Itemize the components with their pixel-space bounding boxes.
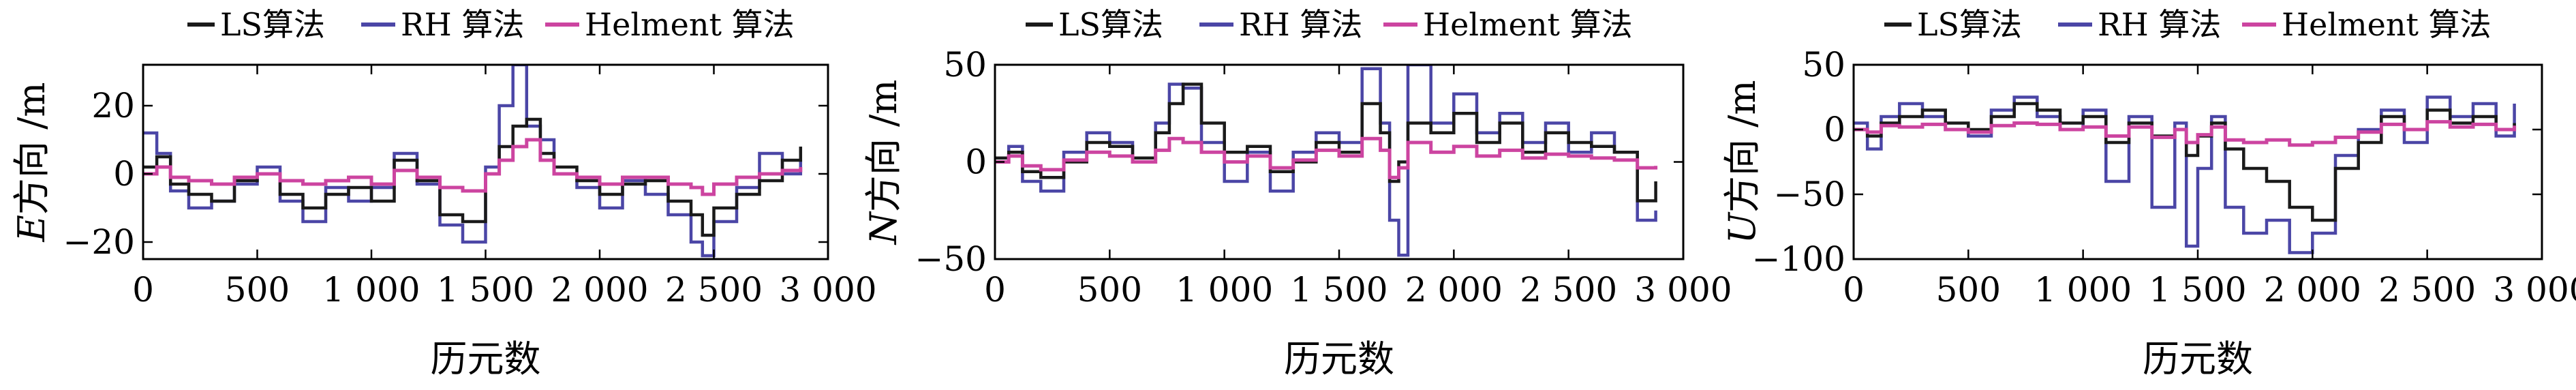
legend-label-ls: LS算法 [1058,6,1163,43]
chart-panel-U: 0 500 1 000 1 500 2 000 2 500 3 000 −100 −50 0 50 历… [1721,6,2576,380]
chart-panel-E: 0 500 1 000 1 500 2 000 2 500 3 000 −20 0 20 历元数 E方… [10,6,877,380]
y-tick-label: −50 [1773,175,1845,214]
y-axis-label-variable: N [862,211,905,245]
x-tick-label: 0 [1843,270,1865,310]
legend-label-rh: RH 算法 [401,6,524,43]
series-line-helmert-U [1854,120,2517,147]
y-tick-label: −100 [1752,239,1845,279]
legend-label-helmert: Helment 算法 [1423,6,1633,43]
legend-label-helmert: Helment 算法 [585,6,795,43]
y-tick-label: 50 [1802,45,1845,85]
x-tick-label: 1 500 [2149,270,2246,310]
x-tick-label: 0 [132,270,154,310]
x-tick-label: 1 000 [1176,270,1273,310]
y-axis-label-unit: 方向 /m [862,80,905,213]
legend-label-rh: RH 算法 [2098,6,2221,43]
series-line-rh-U [1854,95,2516,254]
plot-frame [994,63,1685,260]
x-tick-label: 2 000 [551,270,648,310]
series-line-rh-N [995,65,1657,257]
legend-label-ls: LS算法 [220,6,325,43]
x-tick-label: 2 000 [1405,270,1503,310]
y-tick-label: 0 [113,154,135,194]
y-axis-label: E方向 /m [10,82,53,243]
y-tick-label: −20 [63,222,135,262]
y-tick-label: −50 [915,239,987,279]
x-tick-label: 1 500 [437,270,534,310]
legend-label-ls: LS算法 [1917,6,2022,43]
x-axis-label: 历元数 [1284,338,1394,380]
y-tick-label: 50 [943,45,987,85]
x-tick-label: 3 000 [779,270,876,310]
y-axis-label-variable: U [1721,212,1764,244]
y-axis-label-variable: E [10,215,53,242]
series-line-helmert-N [995,136,1658,179]
y-tick-label: 20 [91,86,135,125]
x-tick-label: 0 [984,270,1006,310]
legend-label-rh: RH 算法 [1239,6,1362,43]
x-tick-label: 3 000 [2493,270,2576,310]
x-tick-label: 3 000 [1634,270,1732,310]
series-line-helmert-E [143,138,803,196]
x-axis-label: 历元数 [431,338,541,380]
x-tick-label: 2 500 [1520,270,1617,310]
legend-label-helmert: Helment 算法 [2282,6,2491,43]
x-tick-label: 1 000 [322,270,420,310]
x-tick-label: 500 [1077,270,1142,310]
x-tick-label: 2 000 [2264,270,2361,310]
chart-panel-N: 0 500 1 000 1 500 2 000 2 500 3 000−50050历元数N方… [862,6,1732,380]
x-tick-label: 2 500 [665,270,763,310]
x-tick-label: 1 000 [2034,270,2132,310]
x-tick-label: 500 [225,270,290,310]
y-axis-label-unit: 方向 /m [10,82,53,215]
x-tick-label: 1 500 [1290,270,1387,310]
y-axis-label: N方向 /m [862,80,905,246]
x-tick-label: 500 [1936,270,2001,310]
series-line-ls-U [1854,102,2516,222]
y-axis-label-unit: 方向 /m [1721,80,1764,213]
x-axis-label: 历元数 [2143,338,2253,380]
y-tick-label: 0 [1824,110,1845,149]
y-tick-label: 0 [965,142,987,182]
series-line-ls-N [995,82,1657,202]
x-tick-label: 2 500 [2378,270,2476,310]
y-axis-label: U方向 /m [1721,80,1764,243]
